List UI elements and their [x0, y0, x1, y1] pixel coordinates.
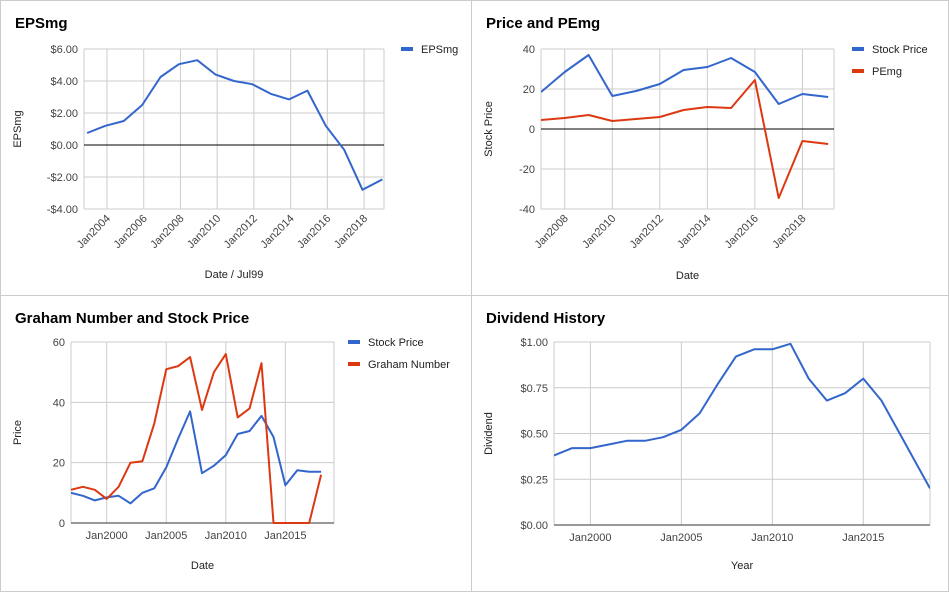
- gn-x-tick-label: Jan2015: [264, 530, 306, 542]
- eps-x-tick-label: Jan2010: [185, 213, 223, 251]
- gn-y-tick-label: 20: [53, 458, 65, 470]
- pe-series-line-0: [541, 54, 829, 105]
- gn-x-tick-label: Jan2000: [86, 530, 128, 542]
- gn-x-tick-label: Jan2005: [145, 530, 187, 542]
- pe-x-tick-label: Jan2014: [675, 213, 713, 251]
- eps-x-axis-title: Date / Jul99: [205, 269, 264, 281]
- graham-chart-panel: Graham Number and Stock Price 60 40 20 0 Jan…: [0, 295, 472, 592]
- pe-y-tick-label: 40: [523, 44, 535, 56]
- gn-x-tick-label: Jan2010: [205, 530, 247, 542]
- pe-legend-label: PEmg: [872, 66, 902, 78]
- price-pe-chart-panel: Price and PEmg 40 20 0 -20 -40 Jan2008 Jan2010…: [471, 0, 949, 296]
- div-y-axis-title: Dividend: [483, 412, 495, 455]
- pe-x-tick-label: Jan2008: [533, 213, 571, 251]
- eps-chart: $6.00$4.00$2.00$0.00-$2.00-$4.00Jan2004J…: [12, 44, 458, 281]
- gn-series-line-0: [71, 410, 322, 505]
- eps-x-tick-label: Jan2004: [75, 213, 113, 251]
- div-x-tick-label: Jan2015: [842, 532, 884, 544]
- pe-x-axis-title: Date: [676, 270, 699, 282]
- eps-legend-swatch: [401, 47, 413, 51]
- div-y-tick-label: $0.50: [520, 429, 548, 441]
- pe-x-tick-label: Jan2010: [580, 213, 618, 251]
- eps-x-tick-label: Jan2006: [112, 213, 150, 251]
- eps-x-tick-label: Jan2018: [332, 213, 370, 251]
- div-x-tick-label: Jan2005: [660, 532, 702, 544]
- pe-x-tick-label: Jan2016: [723, 213, 761, 251]
- div-x-tick-label: Jan2010: [751, 532, 793, 544]
- eps-y-tick-label: -$2.00: [47, 172, 78, 184]
- gn-y-tick-label: 60: [53, 337, 65, 349]
- eps-y-tick-label: $0.00: [50, 140, 78, 152]
- dividend-chart-title: Dividend History: [486, 310, 606, 327]
- pe-y-axis-title: Stock Price: [483, 101, 495, 157]
- gn-legend-swatch: [348, 340, 360, 344]
- pe-legend-label: Stock Price: [872, 44, 928, 56]
- pe-x-tick-label: Jan2012: [628, 213, 666, 251]
- div-y-tick-label: $1.00: [520, 337, 548, 349]
- eps-y-tick-label: -$4.00: [47, 204, 78, 216]
- pe-x-tick-label: Jan2018: [770, 213, 808, 251]
- pe-legend-swatch: [852, 47, 864, 51]
- pe-y-tick-label: -40: [519, 204, 535, 216]
- pe-y-tick-label: -20: [519, 164, 535, 176]
- eps-chart-panel: EPSmg $6.00 $4.00 $2.00 $0.00 -$2.00 -$4.00 Ja…: [0, 0, 472, 296]
- eps-y-tick-label: $4.00: [50, 76, 78, 88]
- pe-y-tick-label: 20: [523, 84, 535, 96]
- eps-x-tick-label: Jan2012: [222, 213, 260, 251]
- graham-chart-title: Graham Number and Stock Price: [15, 310, 250, 327]
- pe-legend-swatch: [852, 69, 864, 73]
- pe-series-line-1: [541, 79, 829, 199]
- dividend-chart-panel: Dividend History $1.00 $0.75 $0.50 $0.25 $0.…: [471, 295, 949, 592]
- price-pe-chart-title: Price and PEmg: [486, 15, 601, 32]
- gn-series-line-1: [71, 353, 323, 524]
- div-series-line-0: [554, 342, 930, 489]
- eps-y-axis-title: EPSmg: [12, 110, 24, 147]
- gn-y-axis-title: Price: [12, 420, 24, 445]
- eps-x-tick-label: Jan2008: [148, 213, 186, 251]
- div-y-tick-label: $0.75: [520, 383, 548, 395]
- eps-x-tick-label: Jan2014: [258, 213, 296, 251]
- gn-x-axis-title: Date: [191, 560, 214, 572]
- graham-chart: 60 40 20 0 Jan2000 Jan2005 Jan2010 Jan2015 Date P…: [12, 337, 450, 572]
- eps-legend-label: EPSmg: [421, 44, 458, 56]
- div-y-tick-label: $0.25: [520, 474, 548, 486]
- div-y-tick-label: $0.00: [520, 520, 548, 532]
- gn-y-tick-label: 0: [59, 518, 65, 530]
- eps-y-tick-label: $2.00: [50, 108, 78, 120]
- div-x-axis-title: Year: [731, 560, 754, 572]
- div-x-tick-label: Jan2000: [569, 532, 611, 544]
- eps-y-tick-label: $6.00: [50, 44, 78, 56]
- eps-chart-title: EPSmg: [15, 15, 68, 32]
- eps-x-tick-label: Jan2016: [295, 213, 333, 251]
- gn-legend-label: Graham Number: [368, 359, 450, 371]
- gn-y-tick-label: 40: [53, 397, 65, 409]
- gn-legend-label: Stock Price: [368, 337, 424, 349]
- dividend-chart: $1.00 $0.75 $0.50 $0.25 $0.00 Jan2000 Jan2005 J…: [483, 337, 931, 572]
- eps-series-line-0: [86, 59, 383, 191]
- gn-legend-swatch: [348, 362, 360, 366]
- pe-y-tick-label: 0: [529, 124, 535, 136]
